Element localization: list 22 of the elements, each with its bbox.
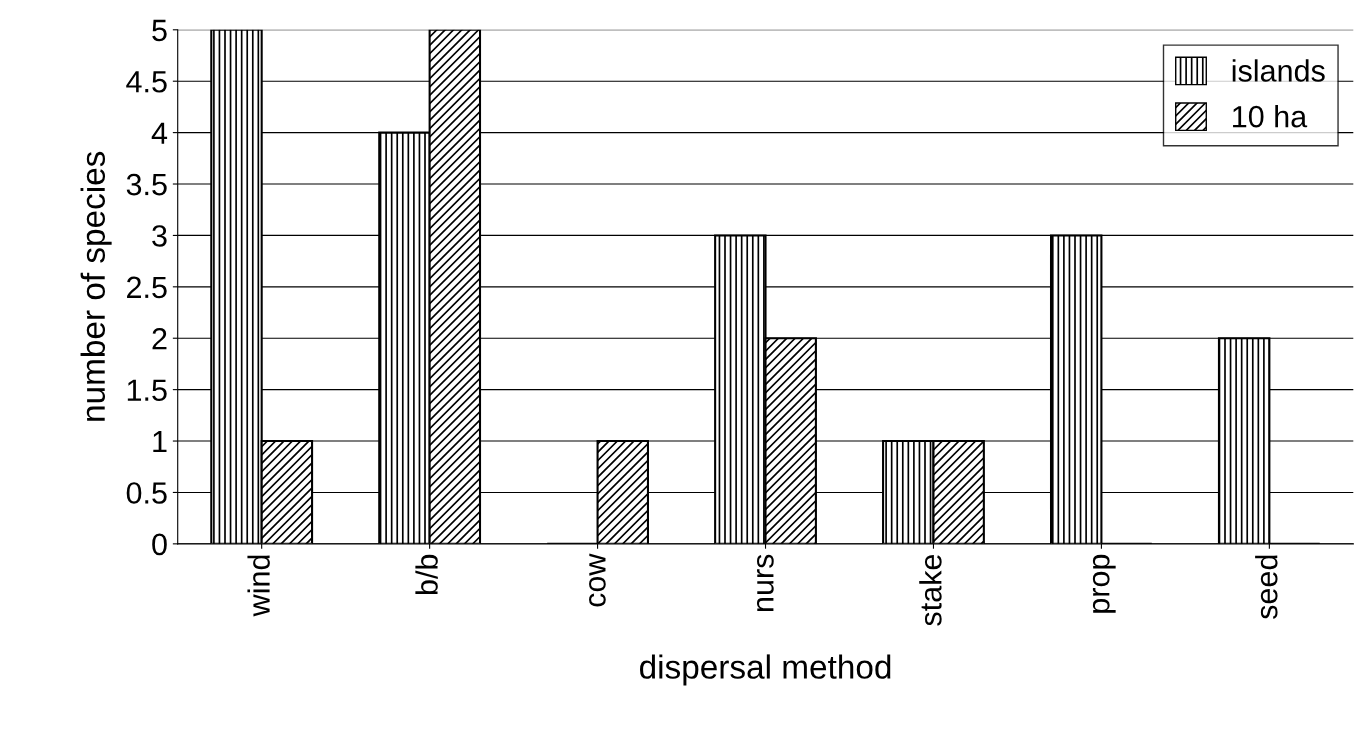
x-tick-label: nurs <box>756 554 774 611</box>
legend-label: 10 ha <box>1233 105 1308 128</box>
x-tick-label: cow <box>589 553 606 607</box>
x-tick-label: wind <box>247 555 270 617</box>
y-tick-label: 1 <box>153 431 167 453</box>
y-tick-label: 5 <box>152 19 167 42</box>
legend-label: islands <box>1232 59 1325 82</box>
x-tick-label: b/b <box>415 554 438 595</box>
y-tick-label: 3 <box>152 225 167 247</box>
y-tick-label: 0.5 <box>126 482 167 504</box>
y-tick-label: 1.5 <box>127 379 167 402</box>
y-tick-label: 2.5 <box>127 276 167 299</box>
x-tick-label: prop <box>1092 554 1116 613</box>
x-tick-label: stake <box>919 554 942 626</box>
x-axis-title: dispersal method <box>640 654 891 686</box>
y-tick-label: 0 <box>152 533 167 556</box>
y-tick-label: 4.5 <box>126 71 167 93</box>
y-tick-label: 3.5 <box>126 173 167 196</box>
y-tick-label: 4 <box>151 122 168 144</box>
x-tick-label: seed <box>1255 555 1278 619</box>
y-axis-title: number of species <box>80 151 112 421</box>
y-tick-label: 2 <box>152 327 167 350</box>
